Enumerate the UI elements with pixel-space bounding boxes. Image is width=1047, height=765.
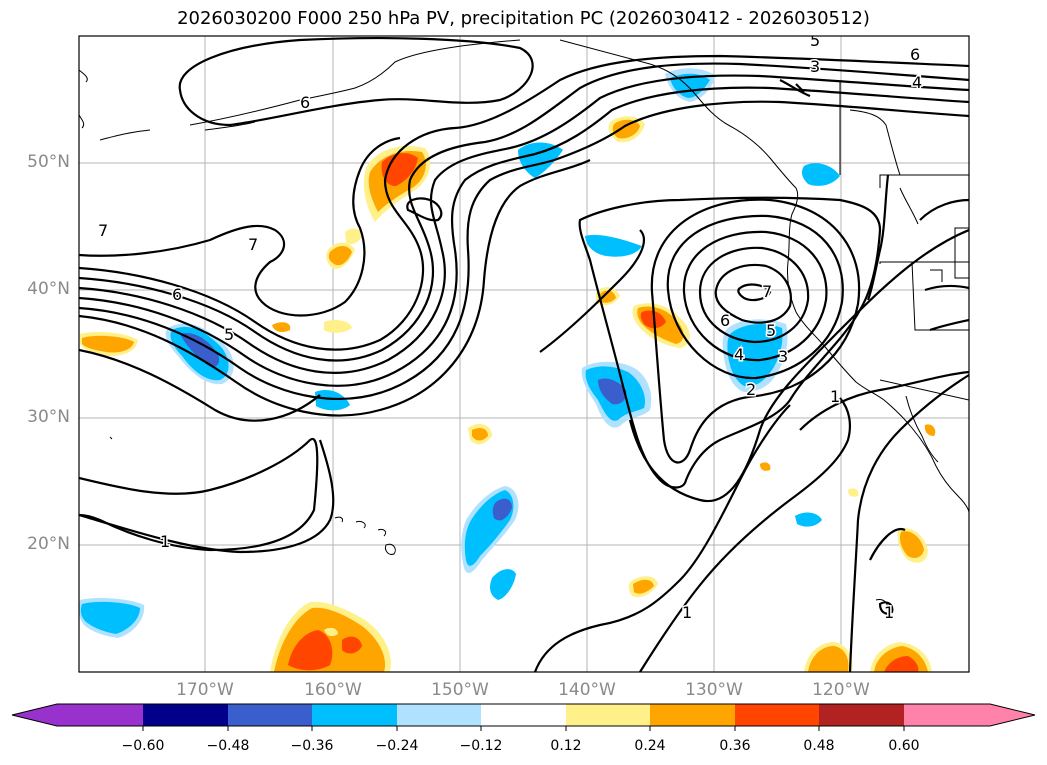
colorbar-segment: [397, 704, 481, 726]
pv-contours: [79, 36, 969, 672]
colorbar-segment: [481, 704, 566, 726]
colorbar-tick-label: −0.60: [121, 738, 165, 754]
colorbar-extend-max: [990, 704, 1035, 726]
contour-label: 1: [830, 387, 840, 406]
lon-label: 130°W: [685, 680, 743, 700]
colorbar-extend-min: [12, 704, 57, 726]
colorbar-tick-label: 0.36: [719, 738, 751, 754]
colorbar-segment: [904, 704, 990, 726]
contour-label: 6: [300, 93, 310, 112]
contour-label: 1: [160, 532, 170, 551]
map-title: 2026030200 F000 250 hPa PV, precipitatio…: [177, 8, 870, 29]
contour-label: 2: [746, 380, 756, 399]
lat-label: 40°N: [27, 279, 70, 299]
coastlines: [79, 39, 969, 611]
colorbar-tick-label: −0.12: [459, 738, 503, 754]
colorbar-segment: [650, 704, 735, 726]
colorbar-tick-label: −0.48: [206, 738, 250, 754]
contour-label: 7: [98, 221, 108, 240]
colorbar-tick-label: 0.60: [888, 738, 920, 754]
lat-label: 30°N: [27, 407, 70, 427]
colorbar: [11, 703, 1036, 731]
precip-positive-shading: [80, 116, 936, 672]
colorbar-segment: [143, 704, 228, 726]
colorbar-tick-label: −0.36: [290, 738, 334, 754]
lon-label: 170°W: [176, 680, 234, 700]
colorbar-segment: [735, 704, 819, 726]
contour-label: 6: [172, 285, 182, 304]
contour-labels: 1 1 1 1 2 3 3 4 4 5 5 5 6 6 6 6 7 7 7: [97, 31, 924, 624]
colorbar-tick-label: −0.24: [375, 738, 419, 754]
contour-label: 4: [734, 345, 744, 364]
contour-label: 1: [682, 603, 692, 622]
lat-label: 50°N: [27, 152, 70, 172]
lat-label: 20°N: [27, 534, 70, 554]
colorbar-segment: [819, 704, 904, 726]
contour-label: 5: [224, 325, 234, 344]
contour-label: 3: [810, 57, 820, 76]
map-frame: [78, 35, 970, 673]
contour-label: 7: [762, 282, 772, 301]
contour-label: 4: [912, 73, 922, 92]
colorbar-tick-label: 0.24: [634, 738, 666, 754]
colorbar-segment: [312, 704, 397, 726]
colorbar-segment: [57, 704, 143, 726]
colorbar-segment: [228, 704, 312, 726]
lon-label: 150°W: [431, 680, 489, 700]
contour-label: 5: [766, 321, 776, 340]
lon-label: 140°W: [558, 680, 616, 700]
contour-label: 7: [248, 235, 258, 254]
contour-label: 6: [720, 311, 730, 330]
lon-label: 120°W: [812, 680, 870, 700]
colorbar-segment: [566, 704, 650, 726]
colorbar-tick-label: 0.48: [803, 738, 835, 754]
colorbar-outline: [11, 703, 1036, 727]
contour-label: 5: [810, 31, 820, 50]
lon-label: 160°W: [304, 680, 362, 700]
contour-label: 1: [884, 603, 894, 622]
colorbar-tick-label: 0.12: [550, 738, 582, 754]
contour-label: 3: [778, 347, 788, 366]
contour-label: 6: [910, 45, 920, 64]
